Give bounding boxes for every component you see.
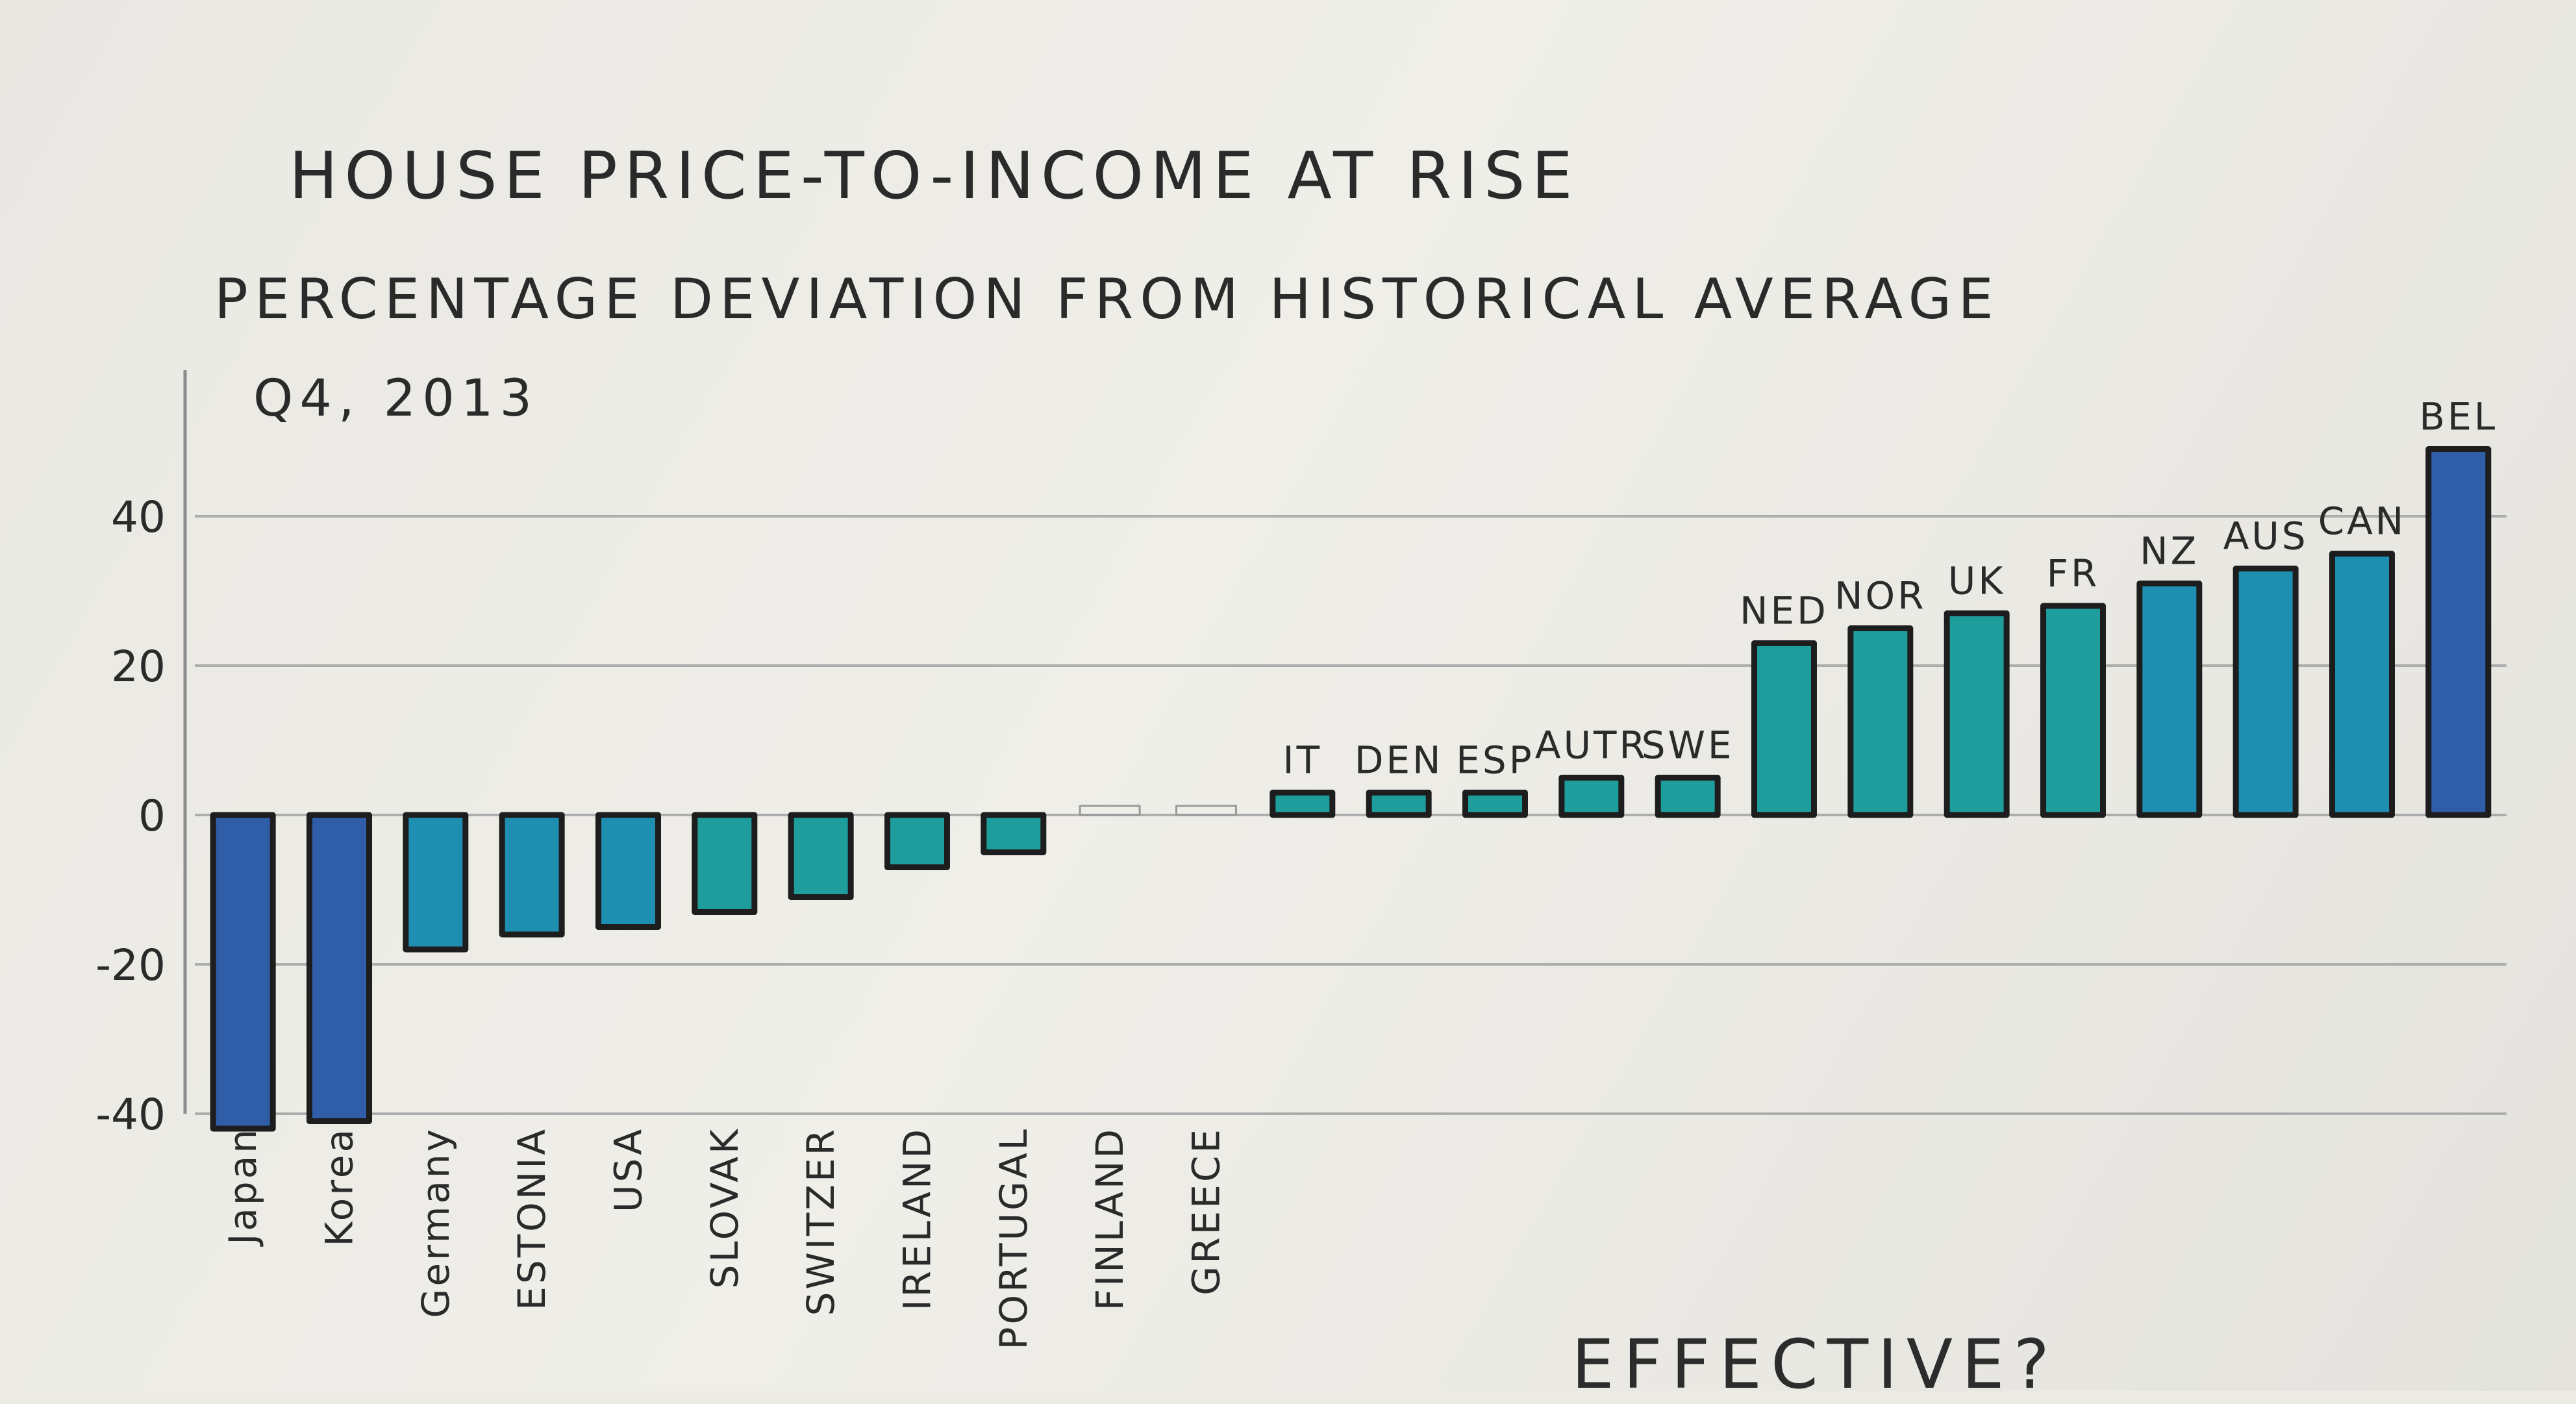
bar-label: SWITZER [799,1127,843,1316]
bar [2329,551,2395,818]
bar [2040,603,2106,818]
bar [2136,581,2203,818]
bar-label: CAN [2318,499,2407,544]
bar-label: USA [606,1127,651,1212]
bar [1366,790,1432,818]
bar-label: SLOVAK [703,1127,747,1288]
bar-label: NED [1740,589,1829,633]
chart-title: HOUSE PRICE-TO-INCOME AT RISE [289,138,1579,214]
bar-label: FINLAND [1088,1127,1132,1310]
bar [210,812,276,1132]
bar-label: BEL [2419,395,2497,439]
bar-label: AUS [2223,514,2308,558]
bar-label: ESTONIA [510,1127,554,1310]
bar-label: PORTUGAL [992,1127,1036,1350]
bar [595,812,661,930]
y-tick-label: -40 [95,1090,166,1140]
bar-label: UK [1948,559,2006,603]
gridlines [195,515,2507,1115]
bar-label: AUTR [1535,723,1648,768]
bar [1751,640,1817,818]
y-tick-label: -20 [95,940,166,990]
bar [2425,446,2492,818]
bar [788,812,854,900]
bar [1079,805,1141,816]
bar [981,812,1047,855]
bar [1269,790,1336,818]
bar-labels: Japan Korea Germany ESTONIA USA SLOVAK SWITZER… [221,395,2497,1350]
bar-label: Japan [221,1127,265,1247]
bottom-note: EFFECTIVE? [1571,1325,2058,1404]
y-tick-label: 20 [111,642,166,692]
y-tick-label: 40 [111,492,166,542]
bar [692,812,758,915]
bar [1944,610,2010,818]
bar-label: GREECE [1184,1127,1229,1296]
chart-subtitle: PERCENTAGE DEVIATION FROM HISTORICAL AVE… [214,267,2000,332]
bar-label: NOR [1834,574,1926,618]
bar [2232,566,2299,818]
bar [1655,775,1721,818]
bar [403,812,469,953]
bar-label: DEN [1355,738,1444,783]
y-axis-ticks: 40 20 0 -20 -40 [95,492,166,1140]
bar-label: SWE [1642,723,1734,768]
bar [1558,775,1625,818]
bar-label: Korea [318,1127,362,1246]
bars [210,446,2492,1132]
bar [884,812,950,870]
bar [1462,790,1528,818]
bar-label: FR [2047,551,2100,595]
bar [499,812,565,938]
y-tick-label: 0 [138,791,166,841]
bar-label: Germany [414,1127,458,1318]
bar [306,812,372,1124]
bar [1175,805,1237,816]
bar-label: IT [1283,738,1323,783]
bar-label: NZ [2140,529,2199,573]
bar-label: ESP [1456,738,1534,783]
bar [1847,625,1914,818]
bar-label: IRELAND [895,1127,940,1310]
chart-period: Q4, 2013 [253,370,538,428]
